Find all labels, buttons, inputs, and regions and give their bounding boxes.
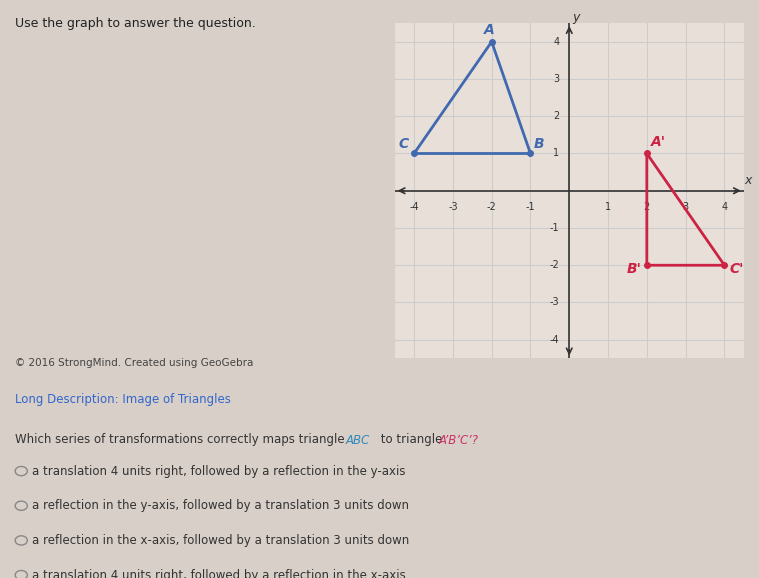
Text: C: C [398,137,408,151]
Text: -4: -4 [409,202,419,212]
Text: -3: -3 [550,298,559,307]
Text: Use the graph to answer the question.: Use the graph to answer the question. [15,17,256,30]
Text: 2: 2 [553,111,559,121]
Text: C': C' [729,262,744,276]
Text: 3: 3 [682,202,688,212]
Text: -3: -3 [448,202,458,212]
Text: B: B [534,137,544,151]
Text: x: x [744,174,751,187]
Text: -2: -2 [487,202,496,212]
Text: ABC: ABC [345,434,370,446]
Text: Long Description: Image of Triangles: Long Description: Image of Triangles [15,393,231,406]
Text: -1: -1 [550,223,559,233]
Text: 1: 1 [553,149,559,158]
Text: A: A [484,23,495,38]
Text: 3: 3 [553,74,559,84]
Text: A': A' [651,135,666,149]
Text: 4: 4 [553,37,559,47]
Text: © 2016 StrongMind. Created using GeoGebra: © 2016 StrongMind. Created using GeoGebr… [15,358,254,368]
Text: -2: -2 [550,260,559,271]
Text: 1: 1 [605,202,611,212]
Text: to triangle: to triangle [377,434,446,446]
Text: Which series of transformations correctly maps triangle: Which series of transformations correctl… [15,434,348,446]
Text: a reflection in the y-axis, followed by a translation 3 units down: a reflection in the y-axis, followed by … [32,499,409,512]
Text: a translation 4 units right, followed by a reflection in the y-axis: a translation 4 units right, followed by… [32,465,405,477]
Text: -1: -1 [526,202,535,212]
Text: a translation 4 units right, followed by a reflection in the x-axis: a translation 4 units right, followed by… [32,569,405,578]
Text: 2: 2 [644,202,650,212]
Text: B': B' [627,262,642,276]
Text: y: y [572,11,580,24]
Text: -4: -4 [550,335,559,344]
Text: 4: 4 [721,202,727,212]
Text: a reflection in the x-axis, followed by a translation 3 units down: a reflection in the x-axis, followed by … [32,534,409,547]
Text: A’B’C’?: A’B’C’? [439,434,479,446]
